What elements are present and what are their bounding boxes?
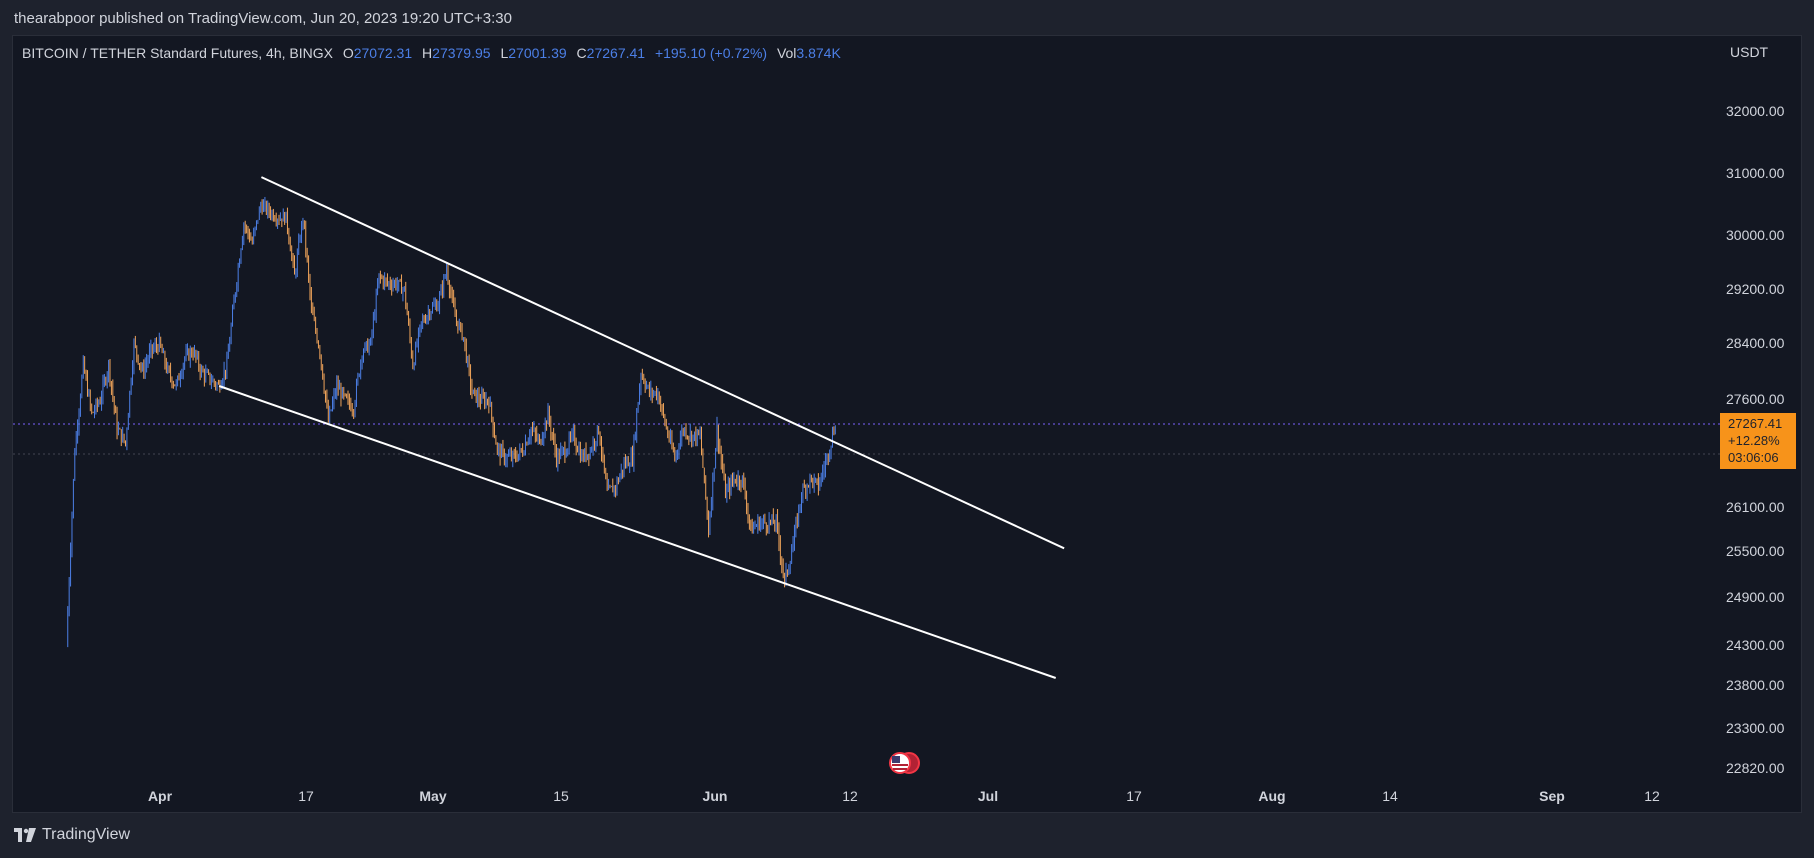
tradingview-logo-icon [14, 828, 36, 842]
price-tick-label: 27600.00 [1726, 391, 1785, 407]
price-tick-label: 30000.00 [1726, 227, 1785, 243]
publisher-line: thearabpoor published on TradingView.com… [14, 10, 512, 27]
time-tick-label: May [419, 788, 447, 804]
price-tick-label: 32000.00 [1726, 103, 1785, 119]
price-tick-label: 22820.00 [1726, 760, 1785, 776]
brand-name: TradingView [42, 826, 131, 843]
open-label: O [342, 45, 354, 61]
open-value: 27072.31 [353, 45, 413, 61]
price-tick-label: 26100.00 [1726, 499, 1785, 515]
low-label: L [500, 45, 509, 61]
time-tick-label: 12 [1644, 788, 1660, 804]
time-tick-label: Sep [1539, 788, 1565, 804]
price-tick-label: 23300.00 [1726, 720, 1785, 736]
symbol-title[interactable]: BITCOIN / TETHER Standard Futures, 4h, B… [22, 45, 333, 61]
time-tick-label: 12 [842, 788, 858, 804]
price-tick-label: 29200.00 [1726, 281, 1785, 297]
time-tick-label: 17 [298, 788, 314, 804]
time-tick-label: 15 [553, 788, 569, 804]
volume-label: Vol [776, 45, 797, 61]
time-tick-label: Apr [147, 788, 173, 804]
trendline-lower [218, 385, 1057, 679]
last-price-badge: 27267.41 +12.28% 03:06:06 [1720, 413, 1796, 469]
last-price-change: +12.28% [1728, 433, 1780, 448]
change-value: +195.10 (+0.72%) [654, 45, 768, 61]
time-tick-label: Jun [702, 788, 728, 804]
high-value: 27379.95 [432, 45, 491, 61]
price-tick-label: 28400.00 [1726, 335, 1785, 351]
time-tick-label: Jul [977, 788, 999, 804]
price-tick-label: 24300.00 [1726, 637, 1785, 653]
symbol-legend: BITCOIN / TETHER Standard Futures, 4h, B… [22, 45, 841, 61]
time-tick-label: 14 [1382, 788, 1398, 804]
close-value: 27267.41 [586, 45, 646, 61]
price-tick-label: 23800.00 [1726, 677, 1785, 693]
price-tick-label: 25500.00 [1726, 543, 1785, 559]
volume-value: 3.874K [796, 45, 841, 61]
last-price: 27267.41 [1728, 416, 1783, 431]
time-tick-label: Aug [1258, 788, 1286, 804]
bar-countdown: 03:06:06 [1728, 450, 1779, 465]
trendline-upper [260, 176, 1065, 550]
price-tick-label: 24900.00 [1726, 589, 1785, 605]
us-flag-event-icon[interactable] [887, 751, 923, 775]
high-label: H [422, 45, 433, 61]
close-label: C [576, 45, 587, 61]
time-tick-label: 17 [1126, 788, 1142, 804]
price-tick-label: 31000.00 [1726, 165, 1785, 181]
footer-brand[interactable]: TradingView [14, 826, 130, 844]
price-axis-unit[interactable]: USDT [1730, 44, 1769, 60]
low-value: 27001.39 [508, 45, 567, 61]
